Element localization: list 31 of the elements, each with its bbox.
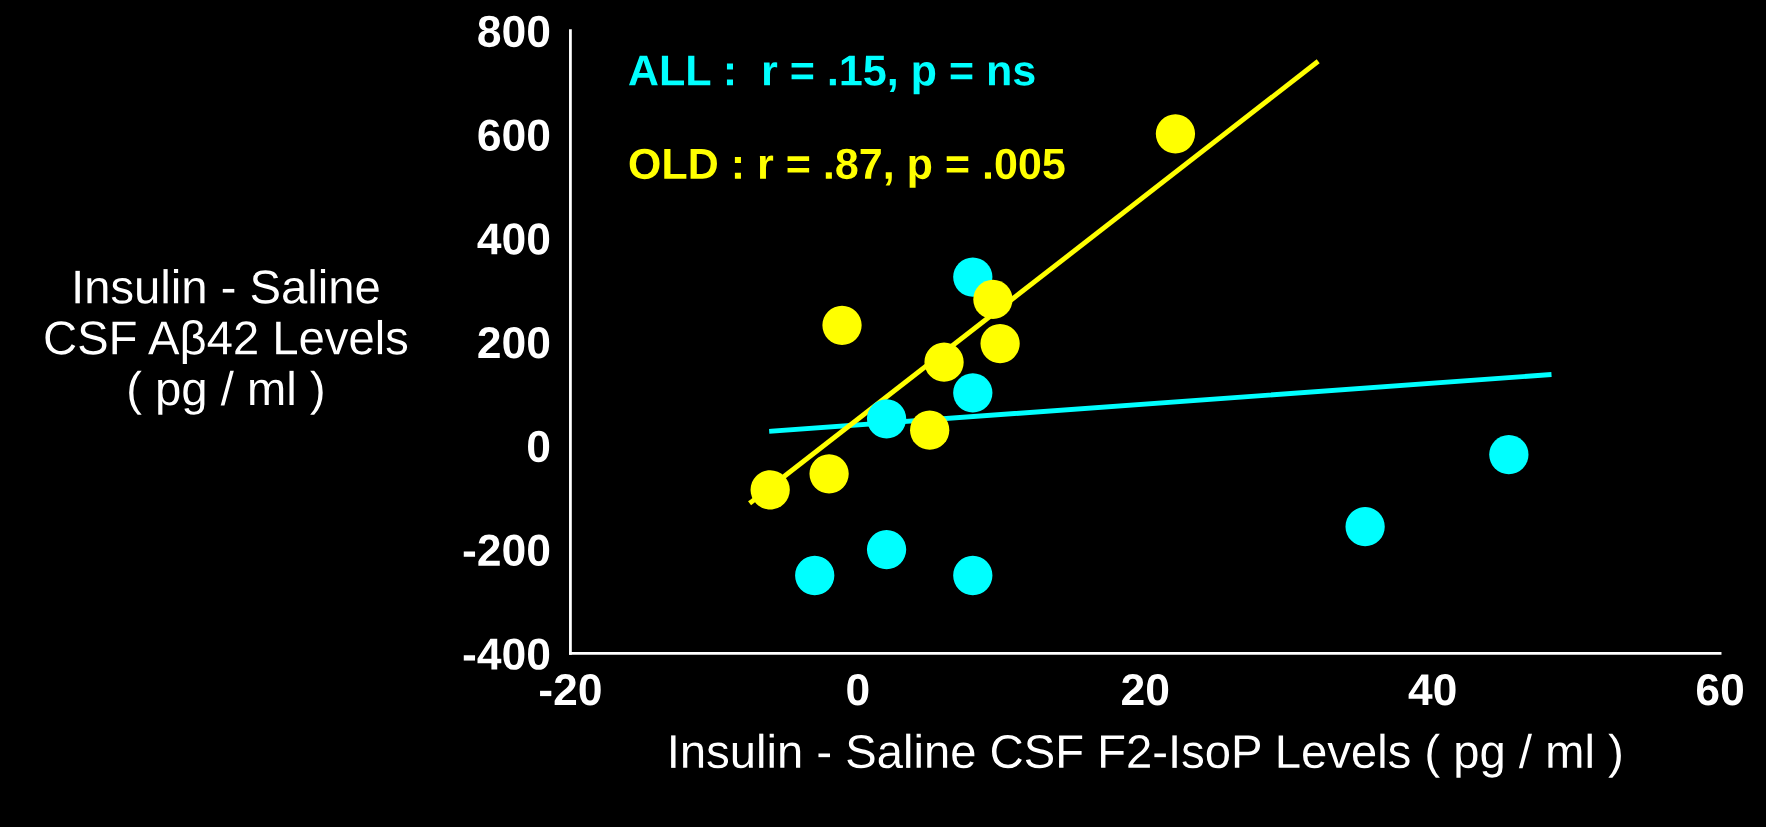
y-tick-label: -200 (463, 534, 550, 567)
x-tick-label: 60 (1696, 673, 1743, 706)
y-tick-label: 0 (528, 430, 550, 463)
point (953, 373, 993, 413)
y-tick-label: -400 (463, 638, 550, 670)
text: OLD : r = .87, p = .005 (629, 148, 1065, 188)
point (1489, 434, 1529, 475)
point (973, 279, 1013, 320)
y-tick-label: 400 (477, 223, 550, 255)
point (953, 555, 993, 596)
x-tick-label: -20 (540, 673, 601, 706)
point (822, 305, 862, 345)
point (866, 399, 907, 439)
point (795, 555, 835, 596)
point (1155, 114, 1196, 154)
x-tick-label: 20 (1122, 673, 1169, 706)
point (809, 454, 849, 494)
y-tick-label: 800 (478, 15, 550, 48)
point (910, 410, 950, 450)
x-tick-label: 0 (847, 673, 869, 706)
y-tick-label: 200 (478, 327, 550, 359)
point (866, 529, 907, 570)
text: ALL : r = .15, p = ns (628, 55, 1035, 95)
x-axis-title: Insulin - Saline CSF F2-IsoP Levels ( pg / ml ) (671, 733, 1621, 778)
y-axis-title: Insulin - Saline CSF Aβ42 Levels ( pg / ml ) (45, 269, 408, 415)
point (1345, 507, 1385, 547)
y-tick-label: 600 (478, 119, 550, 151)
point (924, 342, 964, 382)
point (750, 470, 790, 510)
point (980, 323, 1020, 364)
x-tick-label: 40 (1408, 673, 1456, 706)
